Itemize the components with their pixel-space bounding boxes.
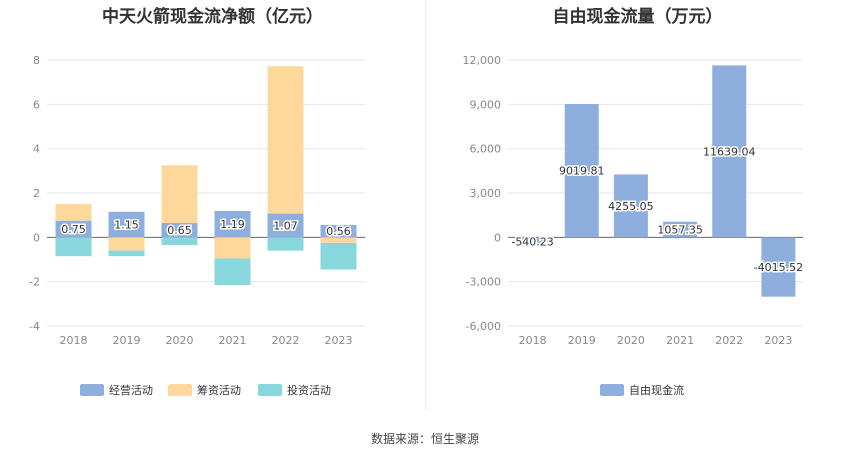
chart2-data-label: -540.23: [511, 235, 553, 248]
chart2-y-tick: 3,000: [470, 187, 502, 200]
chart2-legend-swatch-fcf: [600, 384, 624, 396]
chart2-title: 自由现金流量（万元）: [552, 7, 723, 27]
chart2-y-tick: -3,000: [466, 276, 501, 289]
chart1-x-tick: 2022: [272, 334, 300, 347]
chart1-data-label: 0.65: [167, 224, 192, 237]
chart2-bar-fcf: [663, 221, 698, 238]
charts-canvas: 8 6 4 2 0 -2 -4 2018 2019 2020 2021 2022 2023 0.75 1.1…: [29, 54, 805, 397]
chart1-x-tick: 2021: [219, 334, 247, 347]
chart2-x-tick: 2022: [715, 334, 743, 347]
chart2-y-tick: -6,000: [466, 320, 501, 333]
chart2-bar-fcf: [564, 104, 599, 238]
chart2-legend-label-fcf: 自由现金流: [629, 383, 684, 397]
chart1-bar-investing: [108, 250, 145, 257]
chart2-x-tick: 2020: [617, 334, 645, 347]
chart2-x-tick: 2018: [519, 334, 547, 347]
chart1-bar-operating: [55, 220, 92, 238]
chart1-legend-swatch-financing: [168, 384, 192, 396]
chart2-data-label: 4255.05: [608, 200, 654, 213]
chart1-bar-financing: [214, 237, 251, 259]
chart2-bar-fcf: [761, 237, 796, 297]
chart2-data-label: 9019.81: [559, 165, 605, 178]
chart1-bar-investing: [161, 237, 198, 246]
chart2-y-tick: 12,000: [463, 54, 502, 67]
chart2-x-tick: 2023: [764, 334, 792, 347]
chart1-bar-operating: [320, 224, 357, 238]
chart1-bar-financing: [161, 165, 198, 223]
chart1-y-tick: 0: [33, 231, 40, 244]
chart1-bar-investing: [55, 237, 92, 257]
chart1-bar-operating: [214, 210, 251, 238]
chart2-data-label: 1057.35: [657, 224, 703, 237]
chart1-x-tick: 2018: [60, 334, 88, 347]
chart2-x-tick: 2021: [666, 334, 694, 347]
chart-divider: [425, 0, 426, 410]
chart1-bar-financing: [108, 237, 145, 251]
chart1-data-label: 1.15: [114, 219, 139, 232]
chart1-x-tick: 2019: [113, 334, 141, 347]
chart1-x-tick: 2020: [166, 334, 194, 347]
chart1-legend-swatch-investing: [258, 384, 282, 396]
chart1-legend-label-operating: 经营活动: [109, 383, 153, 397]
chart1-data-label: 1.19: [220, 218, 245, 231]
chart2-data-label: -4015.52: [754, 261, 803, 274]
chart1-title: 中天火箭现金流净额（亿元）: [102, 7, 323, 27]
chart1-bar-financing: [267, 66, 304, 214]
chart2-y-tick: 6,000: [470, 143, 502, 156]
chart1-x-tick: 2023: [325, 334, 353, 347]
chart2-x-tick: 2019: [568, 334, 596, 347]
chart1-bar-financing: [55, 204, 92, 221]
data-source: 数据来源：恒生聚源: [370, 432, 479, 446]
chart1-y-tick: 6: [33, 98, 40, 111]
chart1-bar-operating: [267, 213, 304, 238]
chart1-legend-label-investing: 投资活动: [287, 383, 331, 397]
chart1-data-label: 0.75: [61, 223, 86, 236]
chart1-legend-label-financing: 筹资活动: [197, 383, 241, 397]
chart1-y-tick: -4: [29, 320, 40, 333]
chart1-y-tick: 2: [33, 187, 40, 200]
chart1-bar-investing: [214, 258, 251, 285]
chart1-bar-financing: [320, 237, 357, 243]
chart1-bar-operating: [108, 211, 145, 238]
chart1-bar-operating: [161, 222, 198, 238]
chart2-bar-fcf: [515, 237, 550, 246]
chart1-data-label: 1.07: [273, 219, 298, 232]
chart1-bar-investing: [320, 242, 357, 270]
chart2-bar-fcf: [613, 174, 648, 238]
chart1-legend-swatch-operating: [80, 384, 104, 396]
chart1-data-label: 0.56: [326, 225, 351, 238]
chart1-y-tick: -2: [29, 276, 40, 289]
chart1-bar-investing: [267, 237, 304, 251]
chart2-y-tick: 9,000: [470, 98, 502, 111]
chart2-y-tick: 0: [494, 231, 501, 244]
chart2-data-label: 11639.04: [703, 145, 756, 158]
chart1-y-tick: 4: [33, 143, 40, 156]
chart1-y-tick: 8: [33, 54, 40, 67]
chart2-bar-fcf: [712, 65, 747, 238]
